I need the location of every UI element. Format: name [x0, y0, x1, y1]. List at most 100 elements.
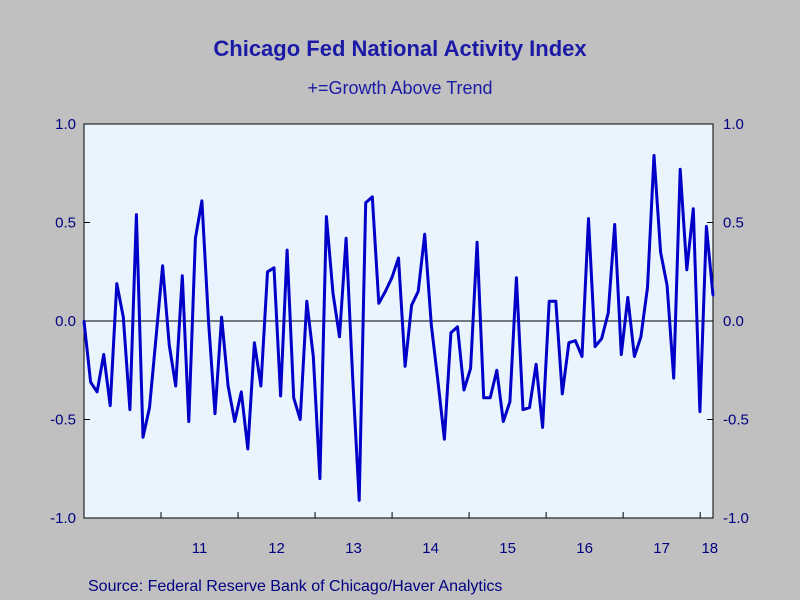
- data-point: [174, 384, 177, 388]
- x-tick-label: 11: [192, 540, 208, 557]
- data-point: [515, 276, 518, 279]
- data-point: [194, 237, 197, 240]
- data-point: [567, 341, 571, 344]
- data-point: [89, 380, 92, 384]
- data-point: [410, 304, 413, 307]
- data-point: [187, 420, 190, 423]
- data-point: [82, 319, 86, 323]
- data-point: [711, 294, 715, 297]
- y-tick-label-right: 1.0: [723, 116, 744, 133]
- data-point: [685, 268, 688, 271]
- data-point: [639, 335, 643, 338]
- data-point: [665, 284, 669, 287]
- data-point: [679, 168, 682, 171]
- y-tick-label-right: -0.5: [723, 412, 749, 429]
- data-point: [259, 384, 263, 388]
- data-point: [423, 233, 426, 236]
- data-point: [430, 323, 433, 327]
- data-point: [240, 390, 243, 394]
- data-point: [141, 436, 145, 439]
- data-point: [698, 410, 702, 413]
- data-point: [528, 406, 531, 409]
- data-point: [469, 367, 472, 370]
- data-point: [312, 355, 315, 358]
- data-point: [561, 392, 564, 396]
- data-point: [181, 274, 184, 277]
- data-point: [331, 292, 335, 295]
- data-point: [672, 376, 675, 380]
- data-point: [338, 335, 341, 338]
- y-tick-label-right: 0.5: [723, 215, 744, 232]
- data-point: [613, 223, 616, 226]
- data-point: [502, 420, 505, 423]
- data-point: [417, 290, 420, 293]
- data-point: [226, 384, 230, 388]
- chart-source: Source: Federal Reserve Bank of Chicago/…: [88, 578, 503, 595]
- data-point: [344, 237, 348, 240]
- data-point: [148, 406, 151, 409]
- x-tick-label: 18: [701, 540, 718, 557]
- y-tick-label-left: 0.0: [55, 313, 76, 330]
- y-axis-right: 1.0 0.5 0.0 -0.5 -1.0: [707, 116, 749, 527]
- chart-subtitle: +=Growth Above Trend: [307, 78, 493, 98]
- data-point: [587, 217, 590, 220]
- data-point: [220, 315, 223, 319]
- data-point: [541, 426, 544, 429]
- data-point: [168, 343, 171, 346]
- y-tick-label-left: 1.0: [55, 116, 76, 133]
- data-point: [109, 404, 112, 407]
- data-point: [521, 408, 525, 411]
- data-point: [508, 400, 512, 403]
- data-point: [377, 302, 380, 305]
- data-point: [285, 248, 289, 252]
- data-point: [554, 300, 557, 303]
- x-tick-label: 13: [345, 540, 362, 557]
- data-point: [384, 290, 387, 293]
- data-point: [246, 447, 249, 451]
- data-point: [102, 353, 105, 356]
- data-point: [266, 270, 269, 273]
- y-axis-left: 1.0 0.5 0.0 -0.5 -1.0: [50, 116, 90, 527]
- data-point: [626, 296, 629, 299]
- x-tick-label: 15: [499, 540, 516, 557]
- data-point: [154, 335, 158, 338]
- data-point: [371, 195, 374, 199]
- data-point: [253, 341, 256, 344]
- data-point: [574, 339, 577, 342]
- data-point: [358, 499, 361, 502]
- data-point: [462, 388, 466, 392]
- data-point: [200, 199, 204, 202]
- data-point: [95, 390, 99, 394]
- data-point: [482, 396, 485, 399]
- chart-title: Chicago Fed National Activity Index: [213, 36, 587, 61]
- y-tick-label-left: -0.5: [50, 412, 76, 429]
- data-point: [233, 420, 236, 423]
- data-point: [548, 300, 551, 303]
- data-point: [390, 276, 394, 279]
- data-point: [364, 201, 367, 204]
- series-points: [82, 154, 715, 502]
- data-point: [292, 396, 295, 399]
- data-point: [475, 241, 479, 244]
- data-point: [456, 325, 459, 329]
- data-point: [692, 207, 695, 210]
- y-tick-label-left: -1.0: [50, 510, 76, 527]
- data-point: [305, 300, 308, 303]
- data-point: [135, 213, 138, 216]
- x-axis: 11 12 13 14 15 16 17 18: [160, 512, 718, 557]
- data-point: [600, 337, 603, 340]
- data-point: [207, 319, 210, 323]
- data-point: [607, 311, 610, 315]
- x-tick-label: 12: [268, 540, 285, 557]
- data-point: [443, 438, 446, 441]
- data-point: [449, 331, 453, 334]
- data-point: [325, 215, 328, 218]
- data-point: [705, 225, 708, 228]
- data-point: [436, 378, 439, 382]
- data-point: [115, 282, 119, 285]
- x-tick-label: 14: [422, 540, 439, 557]
- data-point: [122, 315, 125, 319]
- data-point: [213, 412, 217, 415]
- data-point: [534, 363, 538, 366]
- data-point: [279, 394, 282, 398]
